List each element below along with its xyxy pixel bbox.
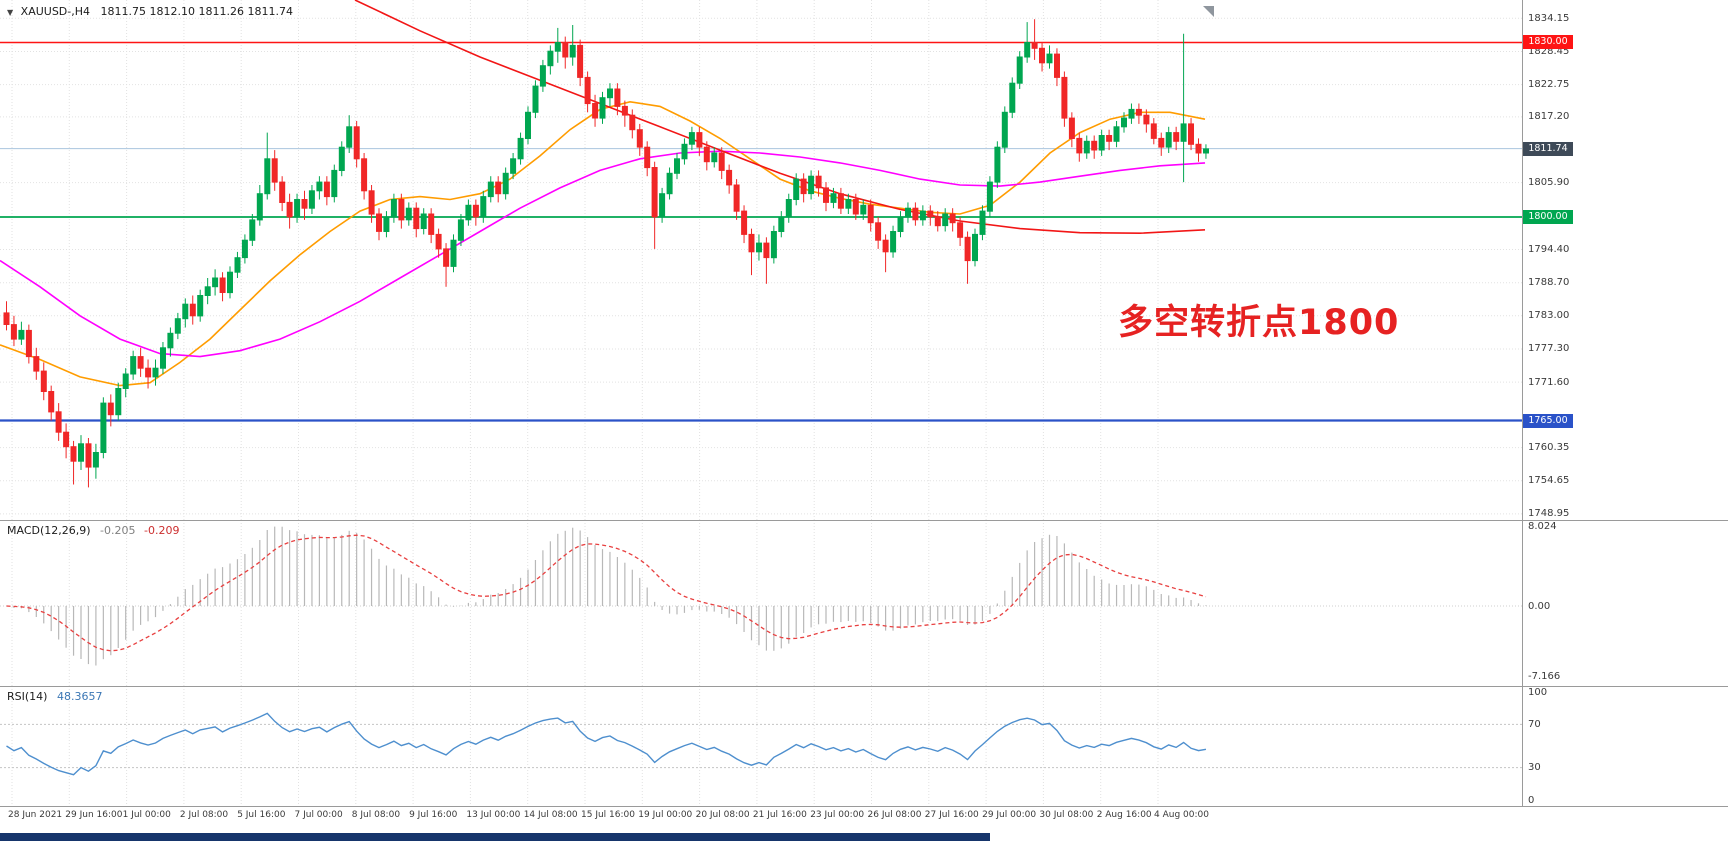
time-axis-label: 13 Jul 00:00 bbox=[466, 810, 521, 820]
price-axis-label: 1771.60 bbox=[1528, 376, 1570, 388]
time-axis-label: 7 Jul 00:00 bbox=[294, 810, 343, 820]
rsi-name: RSI(14) bbox=[7, 690, 48, 703]
time-axis-label: 29 Jul 00:00 bbox=[982, 810, 1037, 820]
time-axis-label: 21 Jul 16:00 bbox=[752, 810, 807, 820]
rsi-indicator-label: RSI(14) 48.3657 bbox=[7, 690, 102, 703]
rsi-panel-canvas[interactable] bbox=[0, 686, 1522, 806]
macd-name: MACD(12,26,9) bbox=[7, 524, 91, 537]
symbol-info: ▼ XAUUSD-,H4 1811.75 1812.10 1811.26 181… bbox=[7, 5, 293, 18]
macd-grid bbox=[11, 520, 1159, 686]
time-axis-label: 27 Jul 16:00 bbox=[924, 810, 979, 820]
candles bbox=[3, 19, 1209, 488]
price-badge-1830.00: 1830.00 bbox=[1523, 35, 1573, 50]
time-axis-label: 30 Jul 08:00 bbox=[1039, 810, 1094, 820]
price-axis-border[interactable] bbox=[1522, 0, 1523, 806]
macd-axis-label: 8.024 bbox=[1528, 521, 1557, 533]
time-axis-label: 14 Jul 08:00 bbox=[523, 810, 578, 820]
price-axis-label: 1828.45 bbox=[1528, 45, 1570, 57]
price-axis-label: 1794.40 bbox=[1528, 244, 1570, 256]
time-axis-label: 19 Jul 00:00 bbox=[638, 810, 693, 820]
macd-signal-line bbox=[6, 534, 1207, 652]
panel-separator[interactable] bbox=[0, 686, 1728, 687]
time-axis-label: 4 Aug 00:00 bbox=[1154, 810, 1209, 820]
price-axis-label: 1754.65 bbox=[1528, 475, 1570, 487]
ma-fast-orange-line bbox=[0, 100, 1206, 387]
time-axis-label: 2 Jul 08:00 bbox=[179, 810, 229, 820]
ohlc-readout: 1811.75 1812.10 1811.26 1811.74 bbox=[100, 5, 293, 18]
macd-axis-label: 0.00 bbox=[1528, 600, 1551, 612]
price-axis-label: 1748.95 bbox=[1528, 508, 1570, 520]
price-axis-label: 1777.30 bbox=[1528, 343, 1570, 355]
price-axis-label: 1788.70 bbox=[1528, 277, 1570, 289]
time-axis-label: 20 Jul 08:00 bbox=[695, 810, 750, 820]
time-axis-label: 23 Jul 00:00 bbox=[810, 810, 865, 820]
price-axis-label: 1834.15 bbox=[1528, 12, 1570, 24]
rsi-axis-label: 0 bbox=[1528, 794, 1535, 806]
panel-separator bbox=[0, 806, 1728, 807]
macd-signal-value: -0.209 bbox=[144, 524, 180, 537]
price-axis-label: 1822.75 bbox=[1528, 79, 1570, 91]
horizontal-scrollbar[interactable] bbox=[0, 833, 990, 841]
time-axis-label: 26 Jul 08:00 bbox=[867, 810, 922, 820]
time-axis-label: 28 Jun 2021 bbox=[8, 810, 63, 820]
annotation-text[interactable]: 多空转折点1800 bbox=[1118, 303, 1400, 343]
time-axis-label: 9 Jul 16:00 bbox=[409, 810, 458, 820]
symbol-dropdown-icon[interactable]: ▼ bbox=[7, 8, 14, 17]
ma-slow-red-line bbox=[354, 0, 1206, 235]
macd-indicator-label: MACD(12,26,9) -0.205 -0.209 bbox=[7, 524, 179, 537]
chart-shift-marker[interactable] bbox=[1203, 6, 1214, 17]
price-badge-1800.00: 1800.00 bbox=[1523, 209, 1573, 224]
price-badge-1765.00: 1765.00 bbox=[1523, 413, 1573, 428]
symbol-name: XAUUSD-,H4 bbox=[20, 5, 91, 18]
main-grid bbox=[0, 0, 1522, 520]
rsi-grid bbox=[11, 686, 1159, 806]
time-axis-label: 15 Jul 16:00 bbox=[581, 810, 635, 820]
main-chart-canvas[interactable] bbox=[0, 0, 1522, 520]
time-axis-label: 2 Aug 16:00 bbox=[1096, 810, 1152, 820]
ma-mid-magenta-line bbox=[0, 150, 1206, 358]
time-axis-label: 5 Jul 16:00 bbox=[237, 810, 286, 820]
macd-panel-canvas[interactable] bbox=[0, 520, 1522, 686]
rsi-axis-label: 70 bbox=[1528, 718, 1541, 730]
price-axis-label: 1805.90 bbox=[1528, 177, 1570, 189]
rsi-axis-label: 100 bbox=[1528, 686, 1548, 698]
time-axis-label: 1 Jul 00:00 bbox=[122, 810, 171, 820]
time-axis-label: 29 Jun 16:00 bbox=[65, 810, 123, 820]
price-axis-label: 1817.20 bbox=[1528, 111, 1570, 123]
macd-axis-label: -7.166 bbox=[1528, 671, 1561, 683]
rsi-line bbox=[6, 712, 1207, 776]
rsi-value: 48.3657 bbox=[56, 690, 103, 703]
macd-histogram bbox=[13, 526, 1207, 666]
panel-separator[interactable] bbox=[0, 520, 1728, 521]
time-axis-label: 8 Jul 08:00 bbox=[351, 810, 401, 820]
macd-main-value: -0.205 bbox=[100, 524, 136, 537]
price-axis-label: 1760.35 bbox=[1528, 442, 1570, 454]
price-axis-label: 1783.00 bbox=[1528, 310, 1570, 322]
current-price-badge: 1811.74 bbox=[1523, 141, 1573, 156]
rsi-axis-label: 30 bbox=[1528, 762, 1541, 774]
